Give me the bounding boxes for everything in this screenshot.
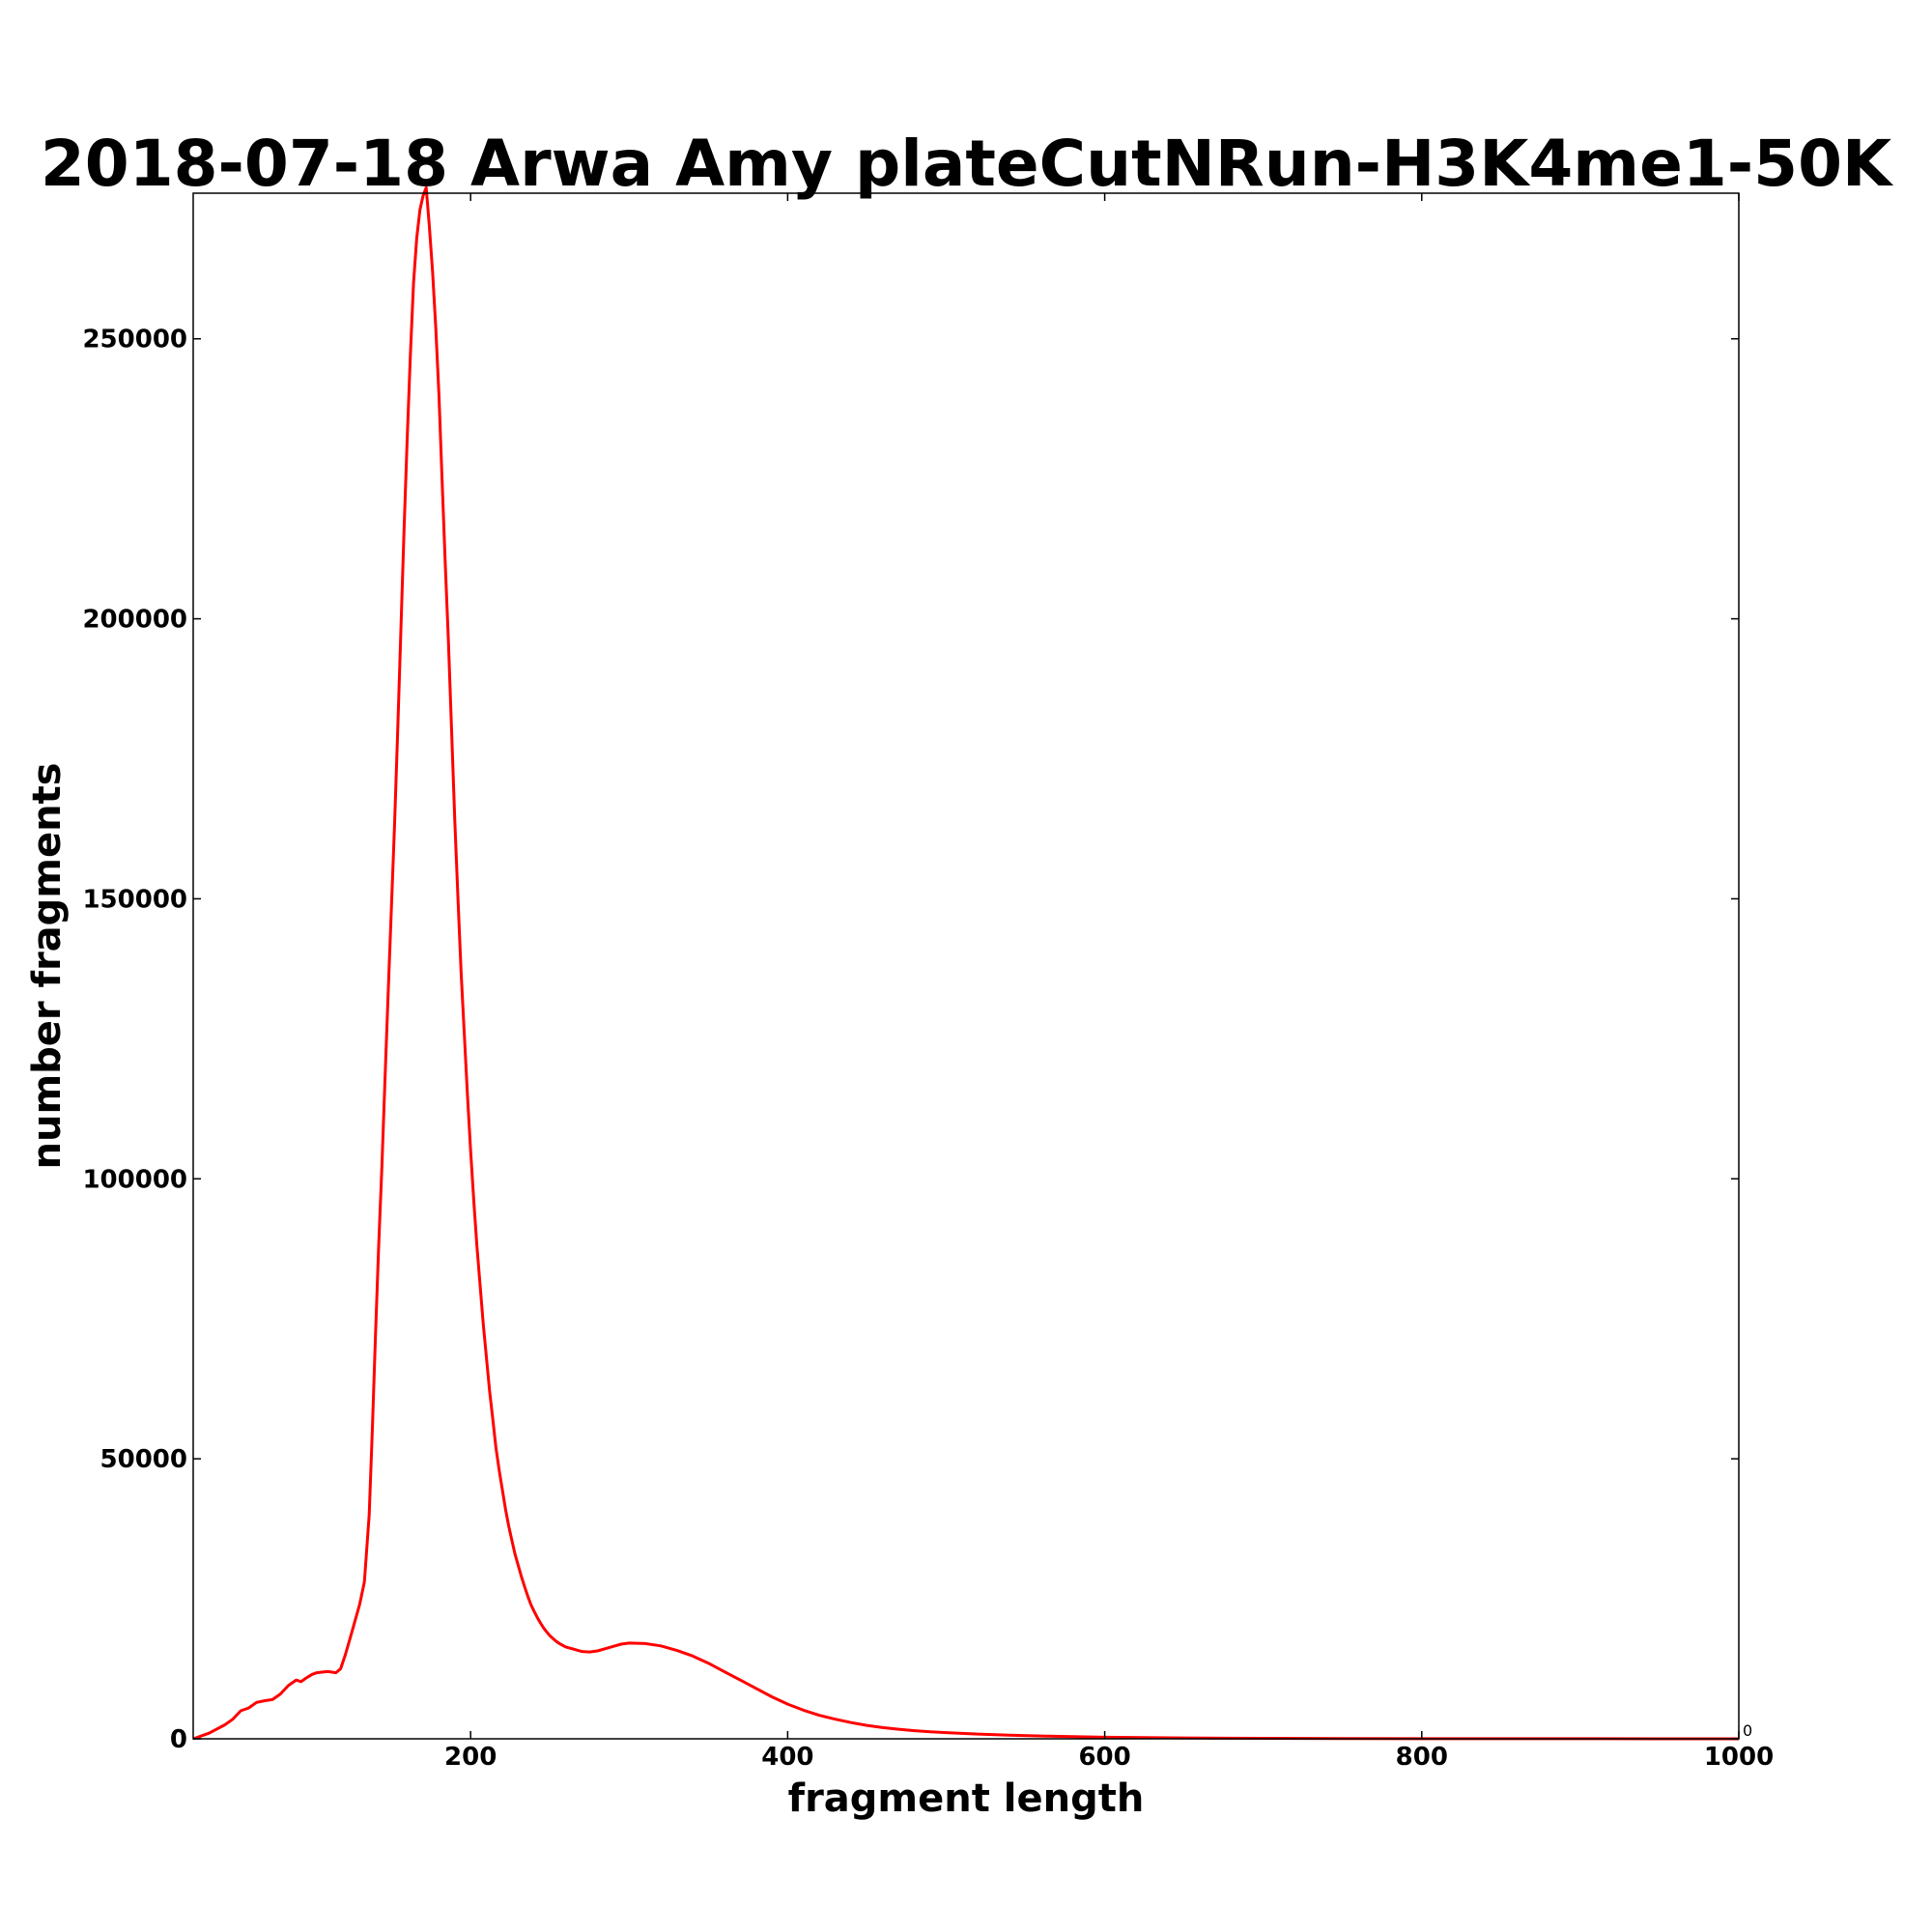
- plot-frame: [192, 192, 1740, 1740]
- y-tick-label-250000: 250000: [82, 326, 187, 355]
- x-tick-label-600: 600: [1078, 1743, 1130, 1772]
- y-axis-label: number fragments: [25, 762, 70, 1169]
- y-tick-label-0: 0: [170, 1725, 187, 1754]
- series-line-0: [192, 185, 1739, 1741]
- y-tick-label-100000: 100000: [82, 1165, 187, 1194]
- plot-area: 200 400 600 800 1000 0 50000 100000 150000 200000…: [82, 185, 1774, 1772]
- chart-title: 2018-07-18 Arwa Amy plateCutNRun-H3K4me1…: [41, 127, 1894, 201]
- x-tick-label-1000: 1000: [1704, 1743, 1774, 1772]
- y-tick-label-150000: 150000: [82, 885, 187, 914]
- x-tick-label-200: 200: [444, 1743, 497, 1772]
- x-tick-label-400: 400: [761, 1743, 813, 1772]
- y-tick-label-50000: 50000: [100, 1445, 187, 1474]
- x-axis-label: fragment length: [788, 1776, 1145, 1821]
- x-tick-label-800: 800: [1396, 1743, 1448, 1772]
- y-tick-label-200000: 200000: [82, 606, 187, 635]
- right-axis-zero-label: 0: [1743, 1721, 1752, 1740]
